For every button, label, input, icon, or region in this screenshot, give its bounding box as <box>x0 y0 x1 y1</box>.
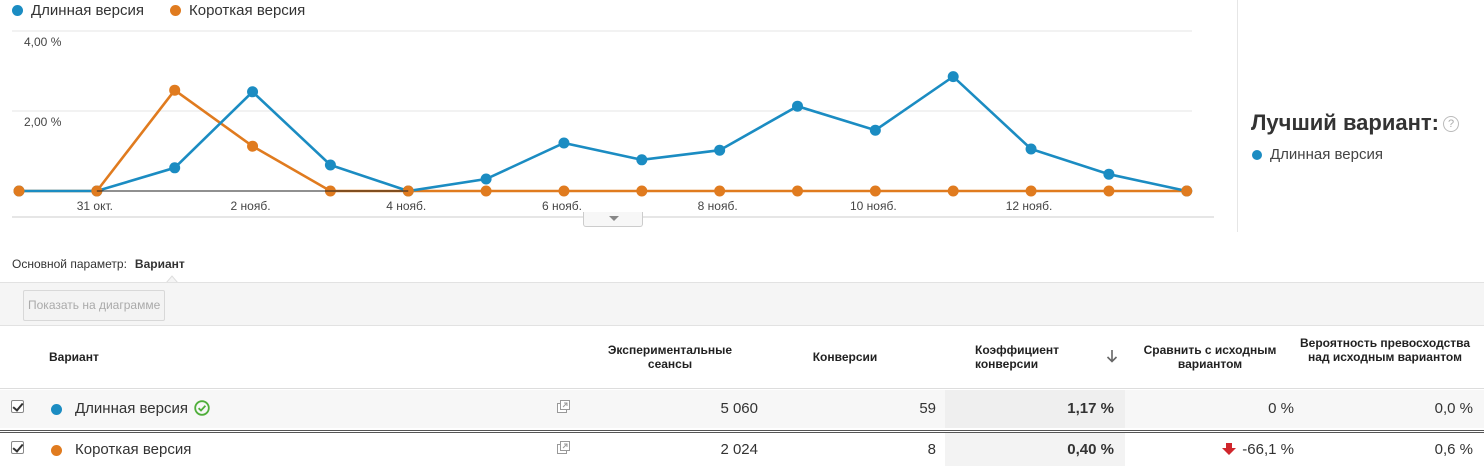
series-line-long <box>19 74 1188 193</box>
header-sessions[interactable]: Экспериментальные сеансы <box>607 343 733 371</box>
data-point-short[interactable] <box>714 185 726 197</box>
probability-value: 0,6 % <box>1434 441 1473 458</box>
data-point-short[interactable] <box>169 84 181 96</box>
data-point-long[interactable] <box>869 124 881 136</box>
sessions-value: 5 060 <box>720 400 758 417</box>
legend-label-long: Длинная версия <box>31 2 144 19</box>
chart-collapse-handle[interactable] <box>583 212 643 227</box>
variant-name: Длинная версия <box>75 400 210 417</box>
x-tick-label: 6 нояб. <box>542 199 582 213</box>
table-toolbar: Показать на диаграмме <box>0 282 1484 326</box>
probability-value: 0,0 % <box>1434 400 1473 417</box>
legend-item-short[interactable]: Короткая версия <box>169 2 306 19</box>
table-row: Длинная версия 5 060 59 1,17 % 0 % 0,0 % <box>0 390 1484 428</box>
data-point-long[interactable] <box>947 71 959 83</box>
down-arrow-icon <box>1222 443 1237 455</box>
data-point-short[interactable] <box>792 185 803 197</box>
compare-cell: -66,1 % <box>1222 441 1294 458</box>
plot-rows-button[interactable]: Показать на диаграмме <box>23 290 166 321</box>
sort-descending-icon[interactable] <box>1105 348 1119 364</box>
data-point-short[interactable] <box>636 185 648 197</box>
conversion-rate-value: 1,17 % <box>1067 400 1114 417</box>
variant-color-dot <box>51 445 62 456</box>
data-point-long[interactable] <box>247 86 259 98</box>
conversions-value: 8 <box>927 441 936 458</box>
row-checkbox[interactable] <box>11 400 24 413</box>
data-point-long[interactable] <box>558 137 570 149</box>
best-variant-panel: Лучший вариант:? Длинная версия <box>1237 0 1484 232</box>
legend-dot-long <box>12 5 23 16</box>
x-tick-label: 2 нояб. <box>231 199 271 213</box>
data-point-short[interactable] <box>558 185 570 197</box>
table-row: Короткая версия 2 024 8 0,40 % -66,1 % 0… <box>0 430 1484 466</box>
variant-color-dot <box>51 404 62 415</box>
conversions-value: 59 <box>919 400 936 417</box>
legend-label-short: Короткая версия <box>188 2 306 19</box>
data-point-long[interactable] <box>714 144 726 156</box>
data-point-short[interactable] <box>1103 185 1115 197</box>
data-point-long[interactable] <box>480 173 492 185</box>
best-check-icon <box>194 400 210 416</box>
x-tick-label: 8 нояб. <box>698 199 738 213</box>
chart-legend: Длинная версия Короткая версия <box>12 2 305 19</box>
best-variant-dot <box>1252 149 1262 160</box>
data-point-long[interactable] <box>169 162 181 174</box>
table-header: Вариант Экспериментальные сеансы Конверс… <box>0 326 1484 389</box>
x-tick-label: 10 нояб. <box>850 199 897 213</box>
data-point-short[interactable] <box>1025 185 1037 197</box>
data-point-short[interactable] <box>480 185 492 197</box>
y-tick-label: 2,00 % <box>24 115 62 129</box>
x-tick-label: 12 нояб. <box>1006 199 1053 213</box>
data-point-long[interactable] <box>1103 168 1115 180</box>
legend-dot-short <box>169 5 181 16</box>
header-compare[interactable]: Сравнить с исходным вариантом <box>1143 343 1277 371</box>
best-variant-item: Длинная версия <box>1252 146 1383 163</box>
primary-dimension: Основной параметр: Вариант <box>12 257 185 271</box>
y-tick-label: 4,00 % <box>24 35 62 49</box>
variant-name-text[interactable]: Короткая версия <box>75 441 192 458</box>
rate-highlight <box>945 390 1125 428</box>
rate-highlight <box>945 433 1125 466</box>
open-variant-icon[interactable] <box>557 400 570 413</box>
variant-name-text[interactable]: Длинная версия <box>75 400 188 417</box>
variant-name: Короткая версия <box>75 441 191 458</box>
line-chart: 4,00 % 2,00 % 31 окт. 2 нояб. 4 нояб. 6 нояб… <box>12 30 1214 218</box>
header-conversion-rate[interactable]: Коэффициент конверсии <box>975 343 1060 371</box>
primary-dimension-label: Основной параметр: <box>12 257 127 271</box>
data-point-short[interactable] <box>1181 185 1193 197</box>
data-point-short[interactable] <box>947 185 959 197</box>
data-point-long[interactable] <box>1025 143 1037 155</box>
open-variant-icon[interactable] <box>557 441 570 454</box>
dimension-caret-icon <box>166 275 178 283</box>
header-conversions[interactable]: Конверсии <box>812 350 878 364</box>
header-probability[interactable]: Вероятность превосходства над исходным в… <box>1300 336 1471 364</box>
data-point-short[interactable] <box>869 185 881 197</box>
best-variant-name: Длинная версия <box>1270 146 1383 163</box>
conversion-rate-value: 0,40 % <box>1067 441 1114 458</box>
data-point-short[interactable] <box>13 185 25 197</box>
row-checkbox[interactable] <box>11 441 24 454</box>
x-tick-label: 31 окт. <box>77 199 113 213</box>
compare-value: -66,1 % <box>1242 441 1294 458</box>
sessions-value: 2 024 <box>720 441 758 458</box>
compare-value: 0 % <box>1268 400 1294 417</box>
data-point-long[interactable] <box>792 100 803 112</box>
data-point-long[interactable] <box>636 154 648 166</box>
series-line-short <box>19 88 1187 193</box>
best-variant-title: Лучший вариант:? <box>1251 110 1459 136</box>
header-variant[interactable]: Вариант <box>49 350 99 364</box>
legend-item-long[interactable]: Длинная версия <box>12 2 144 19</box>
data-point-long[interactable] <box>324 159 336 171</box>
x-tick-label: 4 нояб. <box>386 199 426 213</box>
primary-dimension-value[interactable]: Вариант <box>134 257 185 271</box>
help-icon[interactable]: ? <box>1443 116 1459 133</box>
best-variant-title-text: Лучший вариант: <box>1251 110 1439 135</box>
data-point-short[interactable] <box>247 140 259 152</box>
